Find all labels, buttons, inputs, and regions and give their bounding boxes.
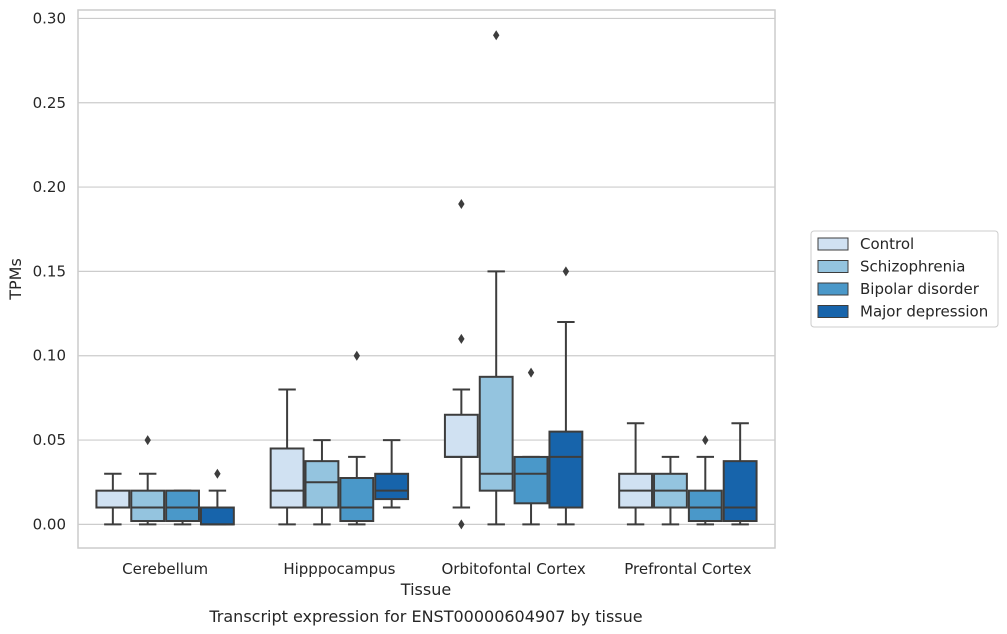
y-axis-ticks: 0.00 0.05 0.10 0.15 0.20 0.25 0.30 xyxy=(33,9,66,533)
box-group xyxy=(653,455,688,526)
plot-area xyxy=(95,30,758,530)
outlier-marker xyxy=(493,30,500,41)
legend: Control Schizophrenia Bipolar disorder Majo… xyxy=(810,230,999,328)
box xyxy=(165,489,200,523)
x-axis-ticks: Cerebellum Hipppocampus Orbitofontal Corte… xyxy=(122,560,751,578)
y-tick-label: 0.15 xyxy=(33,262,66,280)
box-group xyxy=(548,266,584,526)
box xyxy=(304,460,340,509)
box-group xyxy=(304,439,340,526)
y-axis-label: TPMs xyxy=(6,258,25,301)
y-tick-label: 0.00 xyxy=(33,515,66,533)
box-group xyxy=(165,489,200,526)
box xyxy=(374,472,410,501)
box-group xyxy=(130,435,166,526)
box-group xyxy=(269,388,305,526)
legend-frame xyxy=(810,230,999,328)
legend-label: Major depression xyxy=(860,303,988,321)
x-tick-label: Orbitofontal Cortex xyxy=(442,560,586,578)
box xyxy=(95,489,131,509)
box-group xyxy=(722,422,758,526)
outlier-marker xyxy=(458,198,465,209)
box xyxy=(443,413,479,458)
box-group xyxy=(513,367,549,526)
x-tick-label: Cerebellum xyxy=(122,560,208,578)
y-tick-label: 0.25 xyxy=(33,94,66,112)
box-group xyxy=(374,439,410,509)
box-group xyxy=(478,30,514,526)
legend-label: Bipolar disorder xyxy=(860,280,980,298)
x-tick-label: Prefrontal Cortex xyxy=(624,560,751,578)
legend-swatch xyxy=(817,305,849,318)
box xyxy=(548,430,584,509)
outlier-marker xyxy=(527,367,535,378)
box-group xyxy=(95,472,131,526)
chart-caption: Transcript expression for ENST0000060490… xyxy=(208,607,642,626)
y-tick-label: 0.20 xyxy=(33,178,66,196)
box xyxy=(513,455,549,505)
outlier-marker xyxy=(702,435,709,446)
box xyxy=(722,460,758,523)
plot-frame xyxy=(77,9,776,549)
box xyxy=(478,375,514,492)
outlier-marker xyxy=(214,468,221,479)
box-group xyxy=(618,422,654,526)
box-group xyxy=(443,198,479,530)
x-tick-label: Hipppocampus xyxy=(283,560,395,578)
box-group xyxy=(339,350,375,526)
box xyxy=(339,477,375,523)
legend-swatch xyxy=(817,282,849,296)
outlier-marker xyxy=(562,266,570,277)
outlier-marker xyxy=(458,333,465,344)
legend-swatch xyxy=(817,237,849,251)
legend-label: Control xyxy=(860,235,914,253)
legend-label: Schizophrenia xyxy=(860,258,965,276)
box-group xyxy=(687,435,723,526)
y-tick-label: 0.30 xyxy=(33,9,66,27)
box xyxy=(269,447,305,509)
grid-lines xyxy=(78,17,775,525)
box xyxy=(199,506,235,526)
box xyxy=(687,489,723,523)
outlier-marker xyxy=(353,350,360,361)
legend-swatch xyxy=(817,260,849,273)
y-tick-label: 0.10 xyxy=(33,347,66,365)
outlier-marker xyxy=(458,519,465,530)
outlier-marker xyxy=(144,435,151,446)
box xyxy=(130,489,166,523)
box-group xyxy=(199,468,235,526)
x-axis-label: Tissue xyxy=(400,580,451,599)
y-tick-label: 0.05 xyxy=(33,431,66,449)
